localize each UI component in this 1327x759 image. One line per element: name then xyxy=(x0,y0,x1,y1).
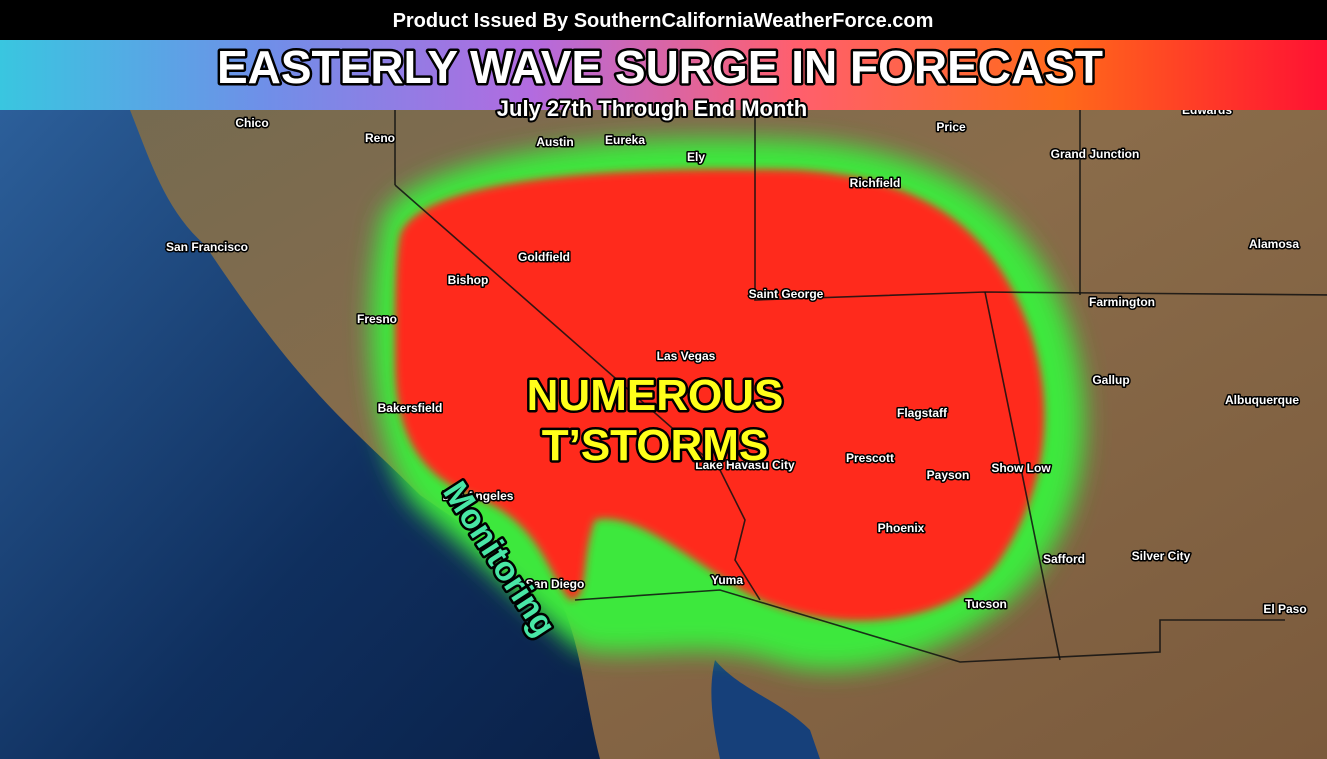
city-label: Chico xyxy=(235,116,268,130)
city-label: Farmington xyxy=(1089,295,1155,309)
city-label: Saint George xyxy=(749,287,824,301)
city-label: Bakersfield xyxy=(378,401,443,415)
city-label: Prescott xyxy=(846,451,894,465)
city-label: Tucson xyxy=(965,597,1007,611)
city-label: Austin xyxy=(536,135,573,149)
city-label: Payson xyxy=(927,468,970,482)
border xyxy=(574,589,1285,663)
main-annotation: T’STORMS xyxy=(542,421,769,470)
gulf-of-california xyxy=(711,660,820,759)
city-label: Albuquerque xyxy=(1225,393,1299,407)
city-label: Reno xyxy=(365,131,395,145)
city-label: Silver City xyxy=(1132,549,1191,563)
border xyxy=(394,184,761,601)
borders xyxy=(394,110,1327,663)
city-label: San Diego xyxy=(526,577,585,591)
city-label: Flagstaff xyxy=(897,406,948,420)
header-bar xyxy=(0,0,1327,40)
city-label: Phoenix xyxy=(878,521,925,535)
main-annotation: NUMEROUS xyxy=(527,371,784,420)
subtitle: July 27th Through End Month xyxy=(497,96,807,121)
city-label: Ely xyxy=(687,150,705,164)
city-label: El Paso xyxy=(1263,602,1306,616)
city-label: Richfield xyxy=(850,176,901,190)
city-label: Grand Junction xyxy=(1051,147,1140,161)
city-label: Price xyxy=(936,120,966,134)
city-label: Fresno xyxy=(357,312,397,326)
city-label: Las Vegas xyxy=(657,349,716,363)
city-label: Safford xyxy=(1043,552,1085,566)
city-label: Lake Havasu City xyxy=(695,458,795,472)
city-labels: ChicoRenoAustinEurekaElyPriceEdwardsGran… xyxy=(164,102,1308,618)
city-label: Alamosa xyxy=(1249,237,1299,251)
issued-by: Product Issued By SouthernCaliforniaWeat… xyxy=(393,10,934,32)
city-label: San Francisco xyxy=(166,240,248,254)
city-label: Goldfield xyxy=(518,250,570,264)
ocean xyxy=(0,110,600,759)
title: EASTERLY WAVE SURGE IN FORECAST xyxy=(217,41,1103,93)
city-label: Los Angeles xyxy=(443,489,514,503)
title-banner xyxy=(0,40,1327,110)
border xyxy=(754,110,1327,301)
border xyxy=(984,291,1061,661)
city-label: Eureka xyxy=(605,133,645,147)
city-label: Show Low xyxy=(991,461,1051,475)
numerous-tstorms-area xyxy=(395,169,1045,621)
city-label: Bishop xyxy=(448,273,489,287)
city-label: Gallup xyxy=(1092,373,1129,387)
city-label: Yuma xyxy=(711,573,743,587)
